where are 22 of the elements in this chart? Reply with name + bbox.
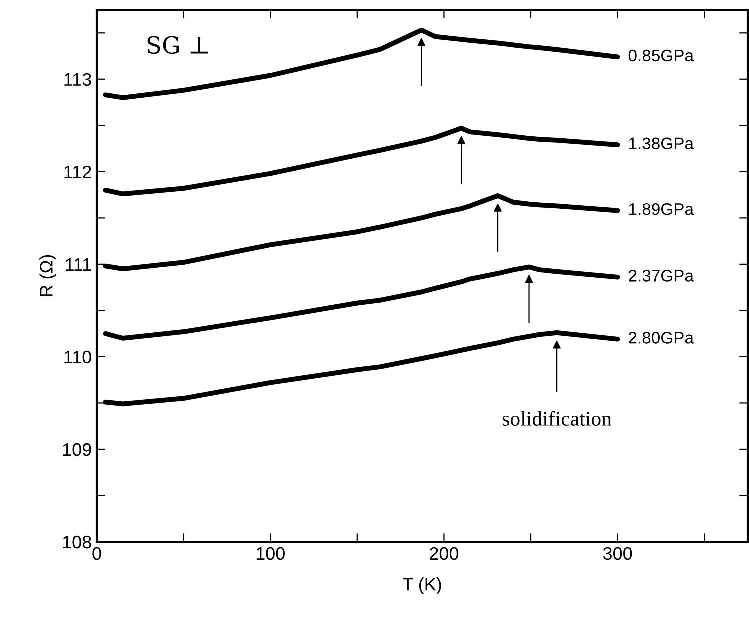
y-tick-label: 108 [63, 536, 92, 549]
x-tick-label: 200 [430, 547, 459, 560]
y-tick-label: 112 [64, 166, 92, 178]
y-tick-label: 110 [64, 350, 92, 364]
series-label: 1.89GPa [629, 203, 694, 216]
y-tick-label: 113 [64, 73, 92, 86]
series-label: 2.80GPa [629, 332, 694, 344]
x-tick-label: 300 [603, 547, 632, 560]
annotation: SG ⊥ [148, 36, 208, 54]
y-tick-label: 111 [66, 258, 92, 271]
annotation: solidification [502, 411, 612, 426]
series-label: 0.85GPa [628, 50, 694, 62]
y-tick-label: 109 [63, 443, 92, 456]
y-axis-title: R (Ω) [40, 255, 56, 296]
line-series [103, 264, 620, 341]
series-label: 1.38GPa [629, 138, 694, 150]
line-series [103, 28, 620, 100]
x-tick-label: 0 [92, 547, 102, 560]
series-label: 2.37GPa [629, 270, 694, 282]
line-series [103, 126, 620, 197]
x-axis-title: T (K) [403, 578, 442, 594]
x-tick-label: 100 [256, 547, 285, 560]
